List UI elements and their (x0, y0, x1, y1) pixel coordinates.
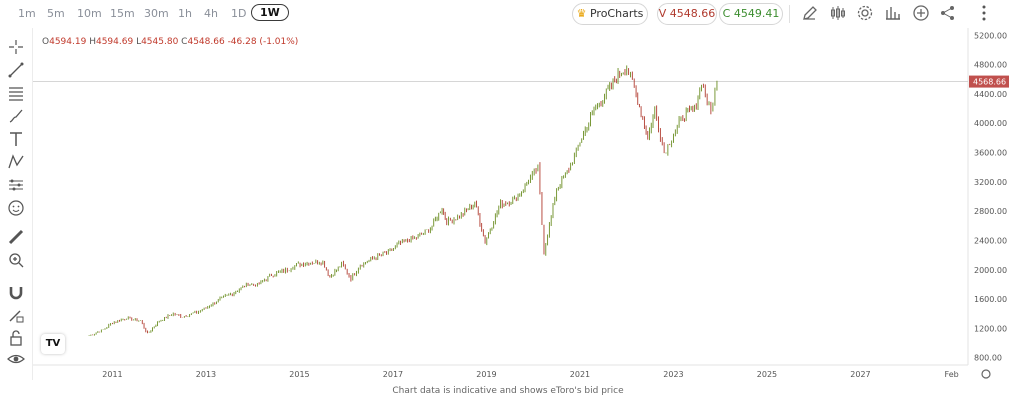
crown-icon: ♛ (576, 7, 587, 20)
price-chart[interactable]: 800.00 1200.00 1600.00 2000.00 2400.00 2800.0… (33, 28, 1016, 386)
close-label: C (181, 37, 188, 47)
chart-settings-icon (981, 369, 991, 379)
y-tick-label: 4000.00 (974, 119, 1007, 128)
y-tick-label: 2000.00 (974, 266, 1007, 275)
x-tick-label: 2019 (476, 370, 496, 379)
toolbar-divider (789, 5, 790, 23)
measure-icon[interactable] (7, 176, 25, 194)
pattern-icon[interactable] (7, 153, 25, 171)
x-tick-label: 2017 (383, 370, 403, 379)
fib-icon[interactable] (7, 84, 25, 102)
magnet-icon[interactable] (7, 283, 25, 301)
open-label: O (42, 37, 50, 47)
y-tick-label: 1200.00 (974, 324, 1007, 333)
bar-chart-icon[interactable] (884, 4, 902, 22)
drawing-toolbar (0, 28, 33, 380)
x-tick-label: 2015 (289, 370, 309, 379)
crosshair-icon[interactable] (7, 38, 25, 56)
zoom-in-icon[interactable] (7, 251, 25, 269)
y-tick-label: 3200.00 (974, 178, 1007, 187)
brush-icon[interactable] (7, 107, 25, 125)
pencil-icon[interactable] (801, 4, 819, 22)
timeframe-15m[interactable]: 15m (110, 7, 135, 20)
top-toolbar: 1m 5m 10m 15m 30m 1h 4h 1D 1W ♛ ProCharts V 4548… (0, 0, 1016, 28)
gear-icon[interactable] (856, 4, 874, 22)
x-tick-label: Feb (945, 370, 959, 379)
y-tick-label: 2400.00 (974, 236, 1007, 245)
low-label: L (136, 37, 142, 47)
timeframe-1D[interactable]: 1D (231, 7, 247, 20)
timeframe-1W[interactable]: 1W (251, 4, 289, 21)
ruler-icon[interactable] (7, 228, 25, 246)
x-tick-label: 2027 (850, 370, 870, 379)
y-tick-label: 5200.00 (974, 31, 1007, 40)
timeframe-30m[interactable]: 30m (144, 7, 169, 20)
timeframe-5m[interactable]: 5m (47, 7, 65, 20)
low-value: 4545.80 (141, 37, 179, 47)
lock-draw-icon[interactable] (7, 306, 25, 324)
procharts-button[interactable]: ♛ ProCharts (572, 3, 648, 25)
x-tick-label: 2013 (196, 370, 216, 379)
timeframe-1m[interactable]: 1m (18, 7, 36, 20)
x-tick-label: 2025 (757, 370, 777, 379)
emoji-icon[interactable] (7, 199, 25, 217)
x-tick-label: 2023 (663, 370, 683, 379)
footer-disclaimer: Chart data is indicative and shows eToro… (392, 386, 624, 396)
timeframe-4h[interactable]: 4h (204, 7, 218, 20)
ohlc-readout: O4594.19 H4594.69 L4545.80 C4548.66 -46.… (42, 37, 298, 47)
high-label: H (89, 37, 96, 47)
x-tick-label: 2011 (102, 370, 122, 379)
y-tick-label: 2800.00 (974, 207, 1007, 216)
eye-icon[interactable] (7, 350, 25, 368)
high-value: 4594.69 (95, 37, 134, 47)
x-tick-label: 2021 (570, 370, 590, 379)
y-tick-label: 1600.00 (974, 295, 1007, 304)
candles-icon[interactable] (829, 4, 847, 22)
share-icon[interactable] (939, 4, 957, 22)
trendline-icon[interactable] (7, 61, 25, 79)
tradingview-logo: TV (41, 334, 65, 354)
unlock-icon[interactable] (7, 329, 25, 347)
timeframe-10m[interactable]: 10m (77, 7, 102, 20)
plus-circle-icon[interactable] (912, 4, 930, 22)
procharts-label: ProCharts (589, 7, 644, 20)
buy-price-button[interactable]: C 4549.41 (719, 3, 783, 25)
y-tick-label: 3600.00 (974, 149, 1007, 158)
sell-price-button[interactable]: V 4548.66 (657, 3, 717, 25)
change-value: -46.28 (-1.01%) (227, 37, 299, 47)
y-tick-label: 4400.00 (974, 90, 1007, 99)
close-value: 4548.66 (187, 37, 225, 47)
current-price-tag (969, 75, 1009, 88)
timeframe-1h[interactable]: 1h (178, 7, 192, 20)
text-icon[interactable] (7, 130, 25, 148)
y-tick-label: 4800.00 (974, 61, 1007, 70)
current-price-label: 4568.66 (973, 78, 1006, 87)
more-icon[interactable] (975, 4, 993, 22)
open-value: 4594.19 (49, 37, 87, 47)
y-tick-label: 800.00 (974, 354, 1002, 363)
